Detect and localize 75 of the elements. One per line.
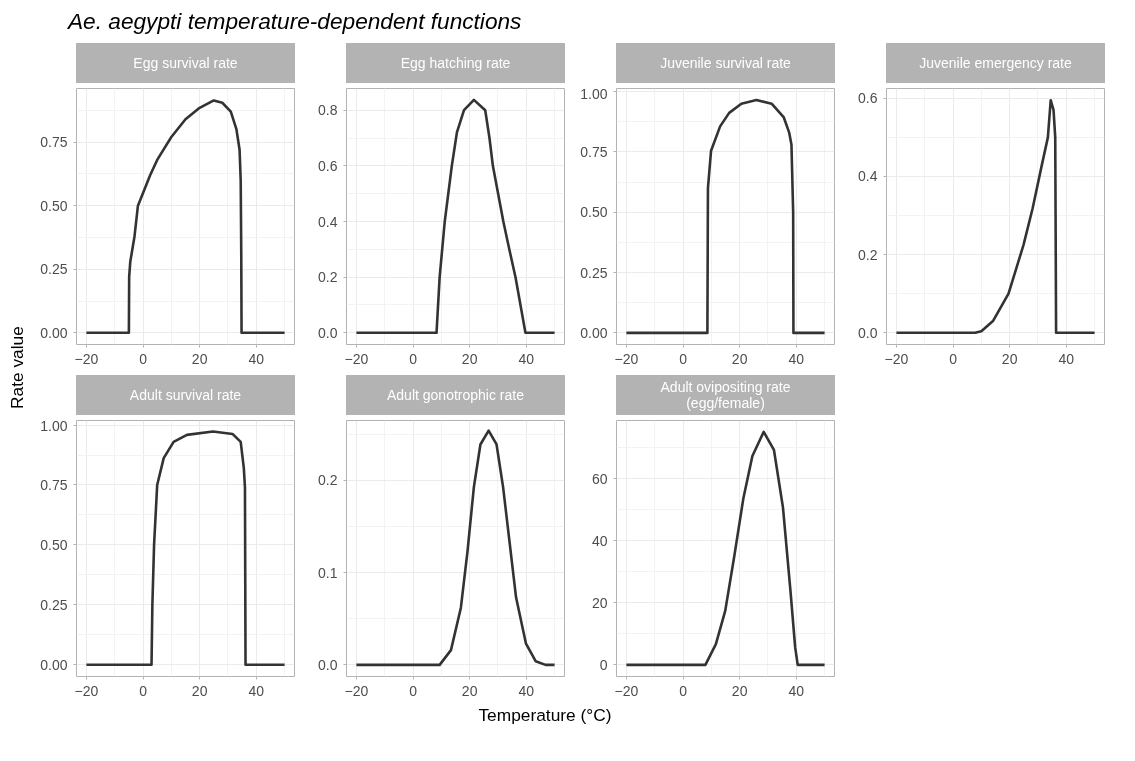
x-tick-label: 20 <box>461 682 478 699</box>
x-tick-label: 0 <box>409 682 418 699</box>
chart-title: Adult ovipositing rate (egg/female) <box>660 378 791 412</box>
x-tick-label: 40 <box>788 350 805 367</box>
x-tick-label: 40 <box>248 350 265 367</box>
x-tick-label: 20 <box>1001 350 1018 367</box>
chart-title: Egg survival rate <box>133 54 238 72</box>
chart-title: Adult gonotrophic rate <box>387 386 524 404</box>
y-tick-label: 0.2 <box>858 246 878 263</box>
y-tick-label: 0.4 <box>318 213 338 230</box>
text: Ae. aegypti temperature-dependent functions <box>68 7 522 36</box>
line-series <box>625 98 826 335</box>
y-axis-title: Rate value <box>6 326 28 410</box>
y-tick-label: 40 <box>591 532 608 549</box>
x-tick-label: 0 <box>139 682 148 699</box>
x-tick-label: 20 <box>461 350 478 367</box>
y-tick-label: 0.00 <box>580 324 608 341</box>
y-tick-label: 0.2 <box>318 472 338 489</box>
x-tick-label: 0 <box>679 682 688 699</box>
y-tick-label: 0.4 <box>858 168 878 185</box>
x-tick-label: 40 <box>518 682 535 699</box>
chart-title: Juvenile survival rate <box>660 54 791 72</box>
x-tick-label: 20 <box>191 350 208 367</box>
y-tick-label: 0.0 <box>318 324 338 341</box>
y-tick-label: 0.0 <box>318 656 338 673</box>
y-tick-label: 0.50 <box>40 536 68 553</box>
y-tick-label: 0.75 <box>580 143 608 160</box>
x-tick-label: −20 <box>74 350 99 367</box>
y-tick-label: 0.2 <box>318 269 338 286</box>
x-tick-label: 0 <box>139 350 148 367</box>
chart-title: Adult survival rate <box>129 386 242 404</box>
y-tick-label: 0.6 <box>318 157 338 174</box>
line-series <box>355 429 556 667</box>
y-tick-label: 0.00 <box>40 656 68 673</box>
chart-title: Juvenile emergency rate <box>919 54 1072 72</box>
x-tick-label: 40 <box>518 350 535 367</box>
line-series <box>85 430 286 667</box>
y-tick-label: 0.0 <box>858 324 878 341</box>
y-tick-label: 0 <box>599 656 608 673</box>
y-tick-label: 20 <box>591 594 608 611</box>
chart-title: Egg hatching rate <box>400 54 511 72</box>
y-tick-label: 0.25 <box>580 264 608 281</box>
x-tick-label: 0 <box>949 350 958 367</box>
x-tick-label: −20 <box>344 682 369 699</box>
x-tick-label: 40 <box>788 682 805 699</box>
x-tick-label: 20 <box>731 682 748 699</box>
x-tick-label: 0 <box>409 350 418 367</box>
x-tick-label: −20 <box>614 682 639 699</box>
x-tick-label: −20 <box>74 682 99 699</box>
y-tick-label: 0.75 <box>40 476 68 493</box>
y-tick-label: 0.1 <box>318 564 338 581</box>
y-tick-label: 0.75 <box>40 134 68 151</box>
x-tick-label: −20 <box>884 350 909 367</box>
y-tick-label: 0.25 <box>40 261 68 278</box>
x-axis-title: Temperature (°C) <box>478 704 612 727</box>
x-tick-label: −20 <box>344 350 369 367</box>
y-tick-label: 0.6 <box>858 90 878 107</box>
line-series <box>895 98 1096 335</box>
y-tick-label: 1.00 <box>40 417 68 434</box>
y-tick-label: 0.50 <box>580 204 608 221</box>
x-tick-label: 20 <box>731 350 748 367</box>
y-tick-label: 0.50 <box>40 197 68 214</box>
x-tick-label: 20 <box>191 682 208 699</box>
y-tick-label: 0.25 <box>40 596 68 613</box>
line-series <box>85 99 286 335</box>
line-series <box>355 98 556 335</box>
x-tick-label: 40 <box>1058 350 1075 367</box>
x-tick-label: 40 <box>248 682 265 699</box>
y-tick-label: 60 <box>591 470 608 487</box>
y-tick-label: 0.8 <box>318 102 338 119</box>
x-tick-label: 0 <box>679 350 688 367</box>
y-tick-label: 1.00 <box>580 85 608 102</box>
x-tick-label: −20 <box>614 350 639 367</box>
line-series <box>625 430 826 667</box>
y-tick-label: 0.00 <box>40 324 68 341</box>
